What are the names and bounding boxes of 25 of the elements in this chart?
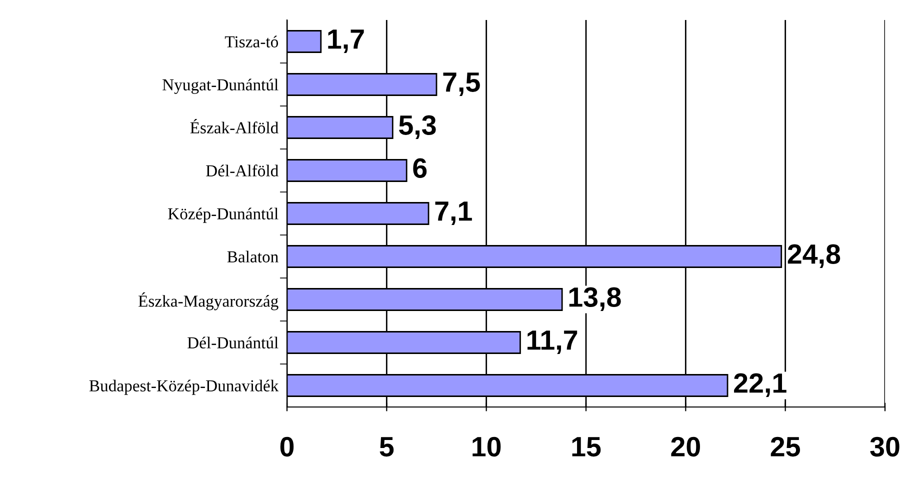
y-tick-label: Balaton — [227, 250, 278, 262]
x-tick-label: 30 — [870, 436, 900, 457]
data-label: 22,1 — [734, 373, 786, 397]
y-tick-label: Észka-Magyarország — [138, 292, 278, 310]
y-tick-label: Közép-Dunántúl — [168, 208, 278, 223]
y-tick-label: Észak-Alföld — [190, 119, 278, 134]
data-label: 24,8 — [788, 244, 840, 268]
data-label: 7,1 — [435, 202, 472, 225]
y-tick-label: Nyugat-Dunántúl — [162, 78, 278, 94]
x-tick-label: 20 — [671, 436, 700, 457]
y-tick-label: Dél-Alföld — [206, 164, 278, 176]
x-tick-label: 5 — [380, 437, 394, 457]
y-tick-label: Tisza-tó — [224, 36, 278, 48]
data-label: 11,7 — [528, 330, 578, 354]
data-label: 6 — [413, 158, 427, 178]
data-label: 7,5 — [443, 72, 480, 96]
x-tick-label: 25 — [770, 436, 800, 457]
y-tick-label: Budapest-Közép-Dunavidék — [89, 380, 279, 395]
data-label: 13,8 — [569, 287, 621, 311]
data-label: 1,7 — [328, 30, 364, 53]
y-tick-label: Dél-Dunántúl — [188, 336, 278, 348]
x-tick-label: 0 — [280, 436, 294, 457]
data-label: 5,3 — [399, 115, 436, 139]
x-tick-label: 10 — [472, 436, 501, 457]
x-tick-label: 15 — [572, 437, 601, 457]
